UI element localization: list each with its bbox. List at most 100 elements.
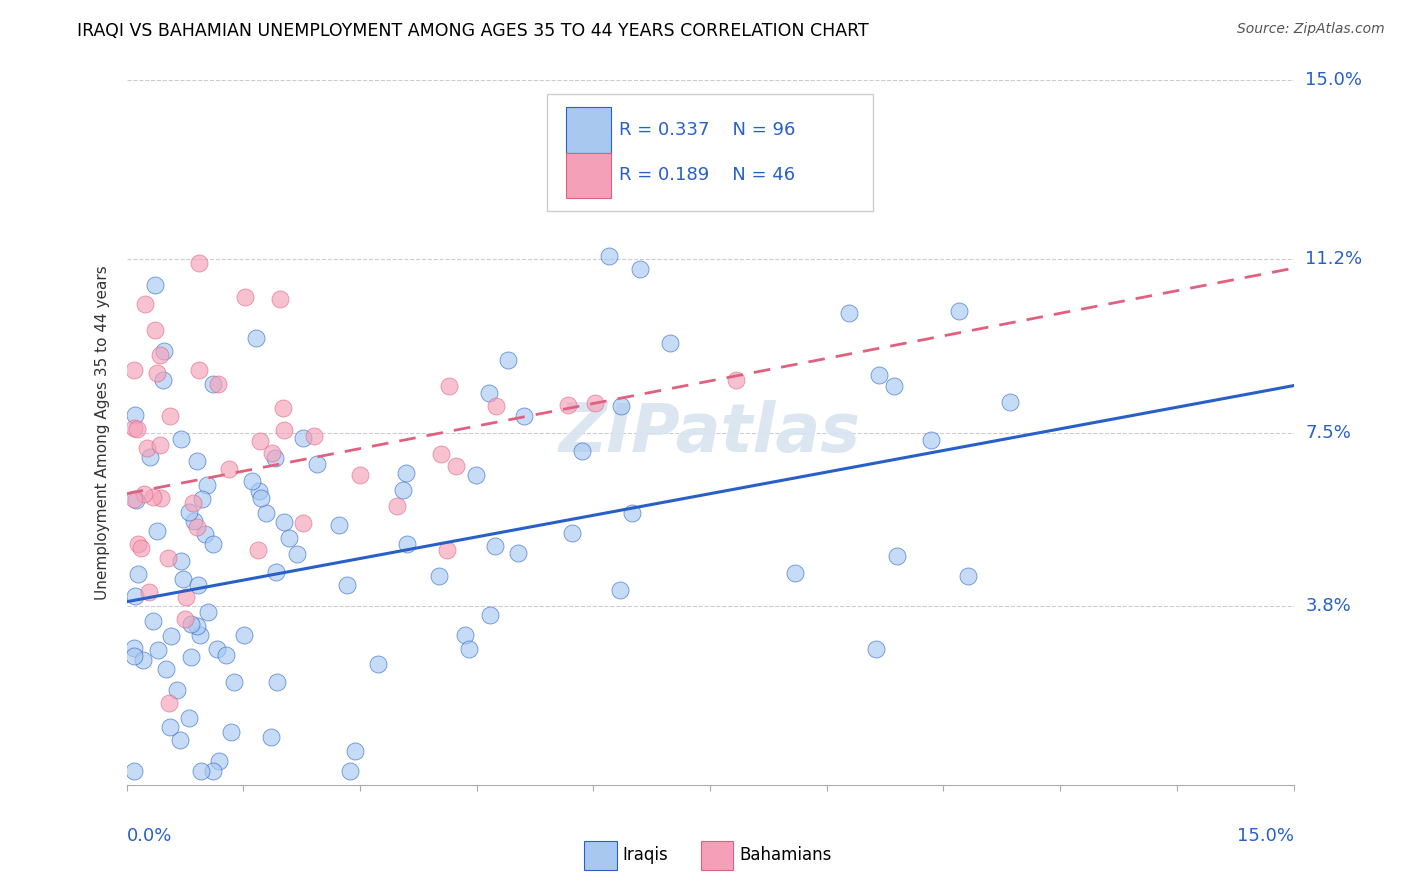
Text: 3.8%: 3.8%: [1305, 598, 1351, 615]
Point: [124, 641, 146, 656]
Point: [1000, 395, 1022, 409]
Point: [271, 401, 294, 415]
Point: [302, 429, 325, 443]
Point: [266, 675, 288, 690]
Point: [191, 492, 214, 507]
Point: [127, 567, 149, 582]
Point: [138, 585, 160, 599]
Point: [127, 422, 149, 436]
Text: Bahamians: Bahamians: [740, 847, 831, 864]
Point: [145, 366, 167, 380]
Point: [557, 398, 579, 412]
Point: [186, 453, 208, 467]
Point: [886, 549, 908, 563]
Text: ZIPatlas: ZIPatlas: [560, 400, 860, 466]
Point: [328, 518, 350, 533]
Point: [183, 514, 205, 528]
Point: [260, 731, 283, 745]
Point: [392, 483, 415, 497]
Point: [169, 554, 191, 568]
Point: [124, 420, 146, 434]
Point: [146, 642, 169, 657]
Point: [132, 486, 155, 500]
Point: [149, 348, 172, 362]
Point: [865, 641, 887, 656]
Point: [180, 616, 202, 631]
Point: [454, 627, 477, 641]
FancyBboxPatch shape: [567, 153, 610, 198]
Point: [149, 438, 172, 452]
Point: [478, 608, 501, 623]
Point: [496, 352, 519, 367]
Point: [277, 531, 299, 545]
Point: [485, 400, 508, 414]
Point: [628, 262, 651, 277]
Point: [948, 304, 970, 318]
FancyBboxPatch shape: [547, 95, 873, 211]
Point: [247, 484, 270, 499]
Point: [180, 650, 202, 665]
Point: [222, 675, 245, 690]
Point: [429, 447, 451, 461]
Point: [349, 467, 371, 482]
Y-axis label: Unemployment Among Ages 35 to 44 years: Unemployment Among Ages 35 to 44 years: [94, 265, 110, 600]
Point: [266, 566, 288, 580]
Point: [291, 516, 314, 531]
Text: 15.0%: 15.0%: [1236, 827, 1294, 846]
FancyBboxPatch shape: [700, 840, 734, 871]
Point: [783, 566, 806, 581]
Point: [166, 682, 188, 697]
Point: [202, 764, 225, 778]
Point: [249, 491, 271, 505]
Point: [260, 446, 283, 460]
Point: [197, 606, 219, 620]
Point: [205, 642, 228, 657]
Point: [725, 373, 748, 387]
Text: 11.2%: 11.2%: [1305, 250, 1362, 268]
Point: [186, 519, 208, 533]
Point: [444, 458, 467, 473]
Point: [155, 662, 177, 676]
Point: [132, 652, 155, 666]
Point: [506, 546, 529, 560]
Point: [344, 744, 367, 758]
Point: [201, 537, 224, 551]
Text: R = 0.189    N = 46: R = 0.189 N = 46: [619, 167, 796, 185]
Point: [153, 343, 176, 358]
Point: [273, 515, 295, 529]
Point: [437, 379, 460, 393]
Point: [610, 399, 633, 413]
Point: [478, 386, 501, 401]
Point: [883, 379, 905, 393]
Point: [208, 754, 231, 768]
Text: 0.0%: 0.0%: [127, 827, 172, 846]
Point: [169, 733, 191, 747]
Point: [143, 278, 166, 293]
Point: [273, 423, 295, 437]
Point: [484, 539, 506, 553]
Point: [177, 505, 200, 519]
Point: [202, 377, 225, 392]
Point: [246, 543, 269, 558]
Point: [181, 496, 204, 510]
Point: [174, 612, 197, 626]
Point: [620, 507, 643, 521]
Point: [233, 290, 256, 304]
Point: [172, 572, 194, 586]
Point: [134, 297, 156, 311]
Point: [207, 376, 229, 391]
Point: [152, 373, 174, 387]
Text: Iraqis: Iraqis: [623, 847, 668, 864]
Text: 15.0%: 15.0%: [1305, 71, 1362, 89]
Point: [513, 409, 536, 423]
Point: [957, 569, 980, 583]
Point: [157, 551, 180, 566]
Point: [387, 499, 409, 513]
Point: [336, 578, 359, 592]
Point: [221, 725, 243, 739]
Point: [139, 450, 162, 464]
Point: [124, 362, 146, 376]
Point: [598, 248, 620, 262]
Point: [187, 256, 209, 270]
Point: [143, 322, 166, 336]
